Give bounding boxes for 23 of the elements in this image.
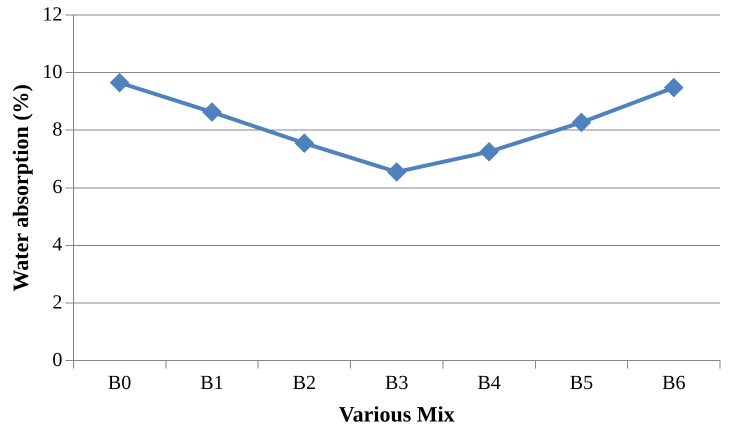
y-tick-label: 6 [52, 176, 62, 198]
y-tick-label: 12 [42, 3, 62, 26]
x-axis-title: Various Mix [338, 401, 455, 426]
x-tick-label: B0 [108, 372, 132, 394]
point [480, 142, 498, 161]
x-tick-label: B5 [570, 372, 594, 394]
x-tick-label: B3 [385, 372, 408, 394]
point [572, 113, 590, 132]
x-tick-label: B2 [292, 372, 316, 394]
x-tick-label: B1 [200, 372, 224, 394]
y-tick-label: 8 [52, 118, 62, 140]
point [295, 134, 314, 152]
point [110, 74, 129, 92]
x-tick-label: B4 [477, 372, 501, 394]
y-tick-label: 0 [52, 348, 62, 371]
point [664, 78, 683, 97]
y-tick-label: 2 [52, 291, 62, 314]
y-axis-title: Water absorption (%) [8, 84, 33, 292]
point [388, 162, 406, 181]
point [202, 103, 221, 122]
y-tick-label: 10 [42, 60, 62, 83]
x-tick-label: B6 [662, 372, 686, 394]
y-tick-label: 4 [52, 234, 62, 256]
